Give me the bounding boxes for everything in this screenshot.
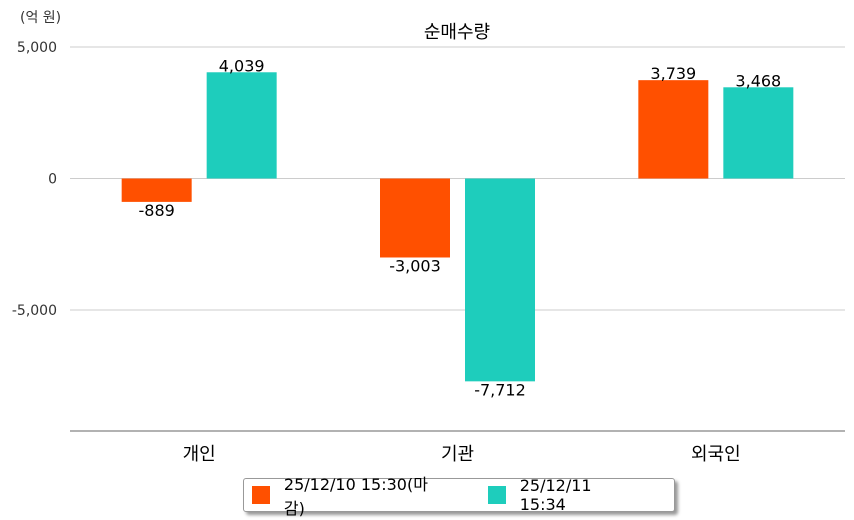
bar-251210-0 [121, 178, 192, 202]
legend: 25/12/10 15:30(마감) 25/12/11 15:34 [243, 475, 675, 518]
y-tick-label: 0 [48, 172, 57, 188]
x-tick-label: 기관 [441, 444, 474, 465]
data-label: 3,468 [735, 71, 781, 90]
bar-251211-1 [465, 178, 535, 382]
bar-251210-1 [380, 178, 450, 258]
bar-251210-2 [638, 80, 709, 179]
legend-swatch [487, 486, 506, 504]
bar-251211-2 [723, 87, 794, 179]
legend-item-series-1[interactable]: 25/12/10 15:30(마감) [252, 471, 448, 519]
data-label: 4,039 [219, 56, 265, 75]
data-label: -3,003 [389, 256, 441, 275]
bar-chart: (억 원) 순매수량 5,000 0 -5,000 개인 기관 외국인 -889 4,039… [12, 10, 845, 465]
legend-label: 25/12/10 15:30(마감) [283, 475, 428, 518]
legend-swatch [252, 486, 270, 504]
data-label: -889 [139, 201, 175, 220]
data-label: -7,712 [474, 380, 526, 399]
bar-251211-0 [206, 72, 277, 179]
unit-label: (억 원) [20, 10, 61, 26]
legend-label: 25/12/11 15:34 [519, 476, 592, 514]
x-tick-label: 개인 [183, 444, 216, 465]
y-tick-label: -5,000 [12, 303, 57, 319]
legend-item-series-2[interactable]: 25/12/11 15:34 [487, 476, 642, 514]
data-label: 3,739 [650, 64, 696, 83]
chart-title: 순매수량 [424, 22, 490, 43]
x-tick-label: 외국인 [691, 444, 741, 465]
y-tick-label: 5,000 [17, 40, 57, 56]
